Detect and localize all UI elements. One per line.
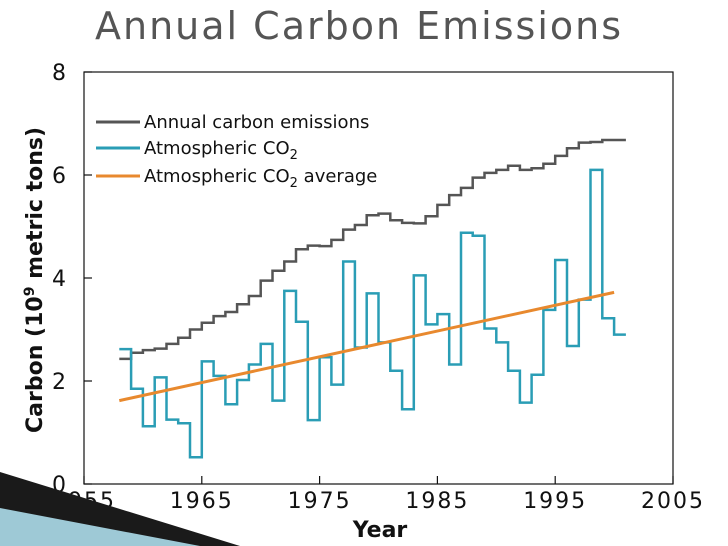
series-1: [119, 168, 626, 459]
slide-decoration-swoosh-blue: [0, 508, 200, 546]
x-axis: 195519651975198519952005: [52, 476, 705, 514]
series-line-2: [118, 290, 615, 403]
y-axis-title-superscript: 9: [22, 287, 38, 297]
legend-subscript: 2: [290, 148, 298, 163]
series-line-1: [119, 168, 626, 459]
slide-title: Annual Carbon Emissions: [95, 4, 624, 48]
legend-subscript: 2: [290, 176, 298, 191]
legend-text: Atmospheric CO: [144, 138, 290, 159]
legend-label-0: Annual carbon emissions: [144, 112, 369, 133]
y-tick-label: 8: [52, 61, 66, 86]
x-axis-title: Year: [352, 518, 408, 543]
plot-frame: [83, 71, 674, 485]
legend-suffix: average: [298, 166, 377, 187]
legend-text: Atmospheric CO: [144, 166, 290, 187]
x-tick-label: 1975: [288, 489, 352, 514]
x-tick-label: 1965: [170, 489, 234, 514]
series-0: [119, 138, 626, 361]
y-axis-title-prefix: Carbon (10: [23, 296, 48, 433]
legend-text: Annual carbon emissions: [144, 112, 369, 133]
legend-label-1: Atmospheric CO2: [144, 138, 298, 163]
series-2: [118, 290, 615, 403]
series-line-0: [119, 138, 626, 361]
x-tick-label: 1995: [523, 489, 587, 514]
y-tick-label: 4: [52, 267, 66, 292]
series-layer: [118, 138, 626, 459]
y-axis-title-suffix: metric tons): [23, 127, 48, 287]
y-tick-label: 2: [52, 370, 66, 395]
y-axis-title: Carbon (109 metric tons): [22, 127, 48, 433]
y-tick-label: 6: [52, 164, 66, 189]
x-tick-label: 1985: [405, 489, 469, 514]
legend-label-2: Atmospheric CO2 average: [144, 166, 377, 191]
x-tick-label: 2005: [641, 489, 705, 514]
